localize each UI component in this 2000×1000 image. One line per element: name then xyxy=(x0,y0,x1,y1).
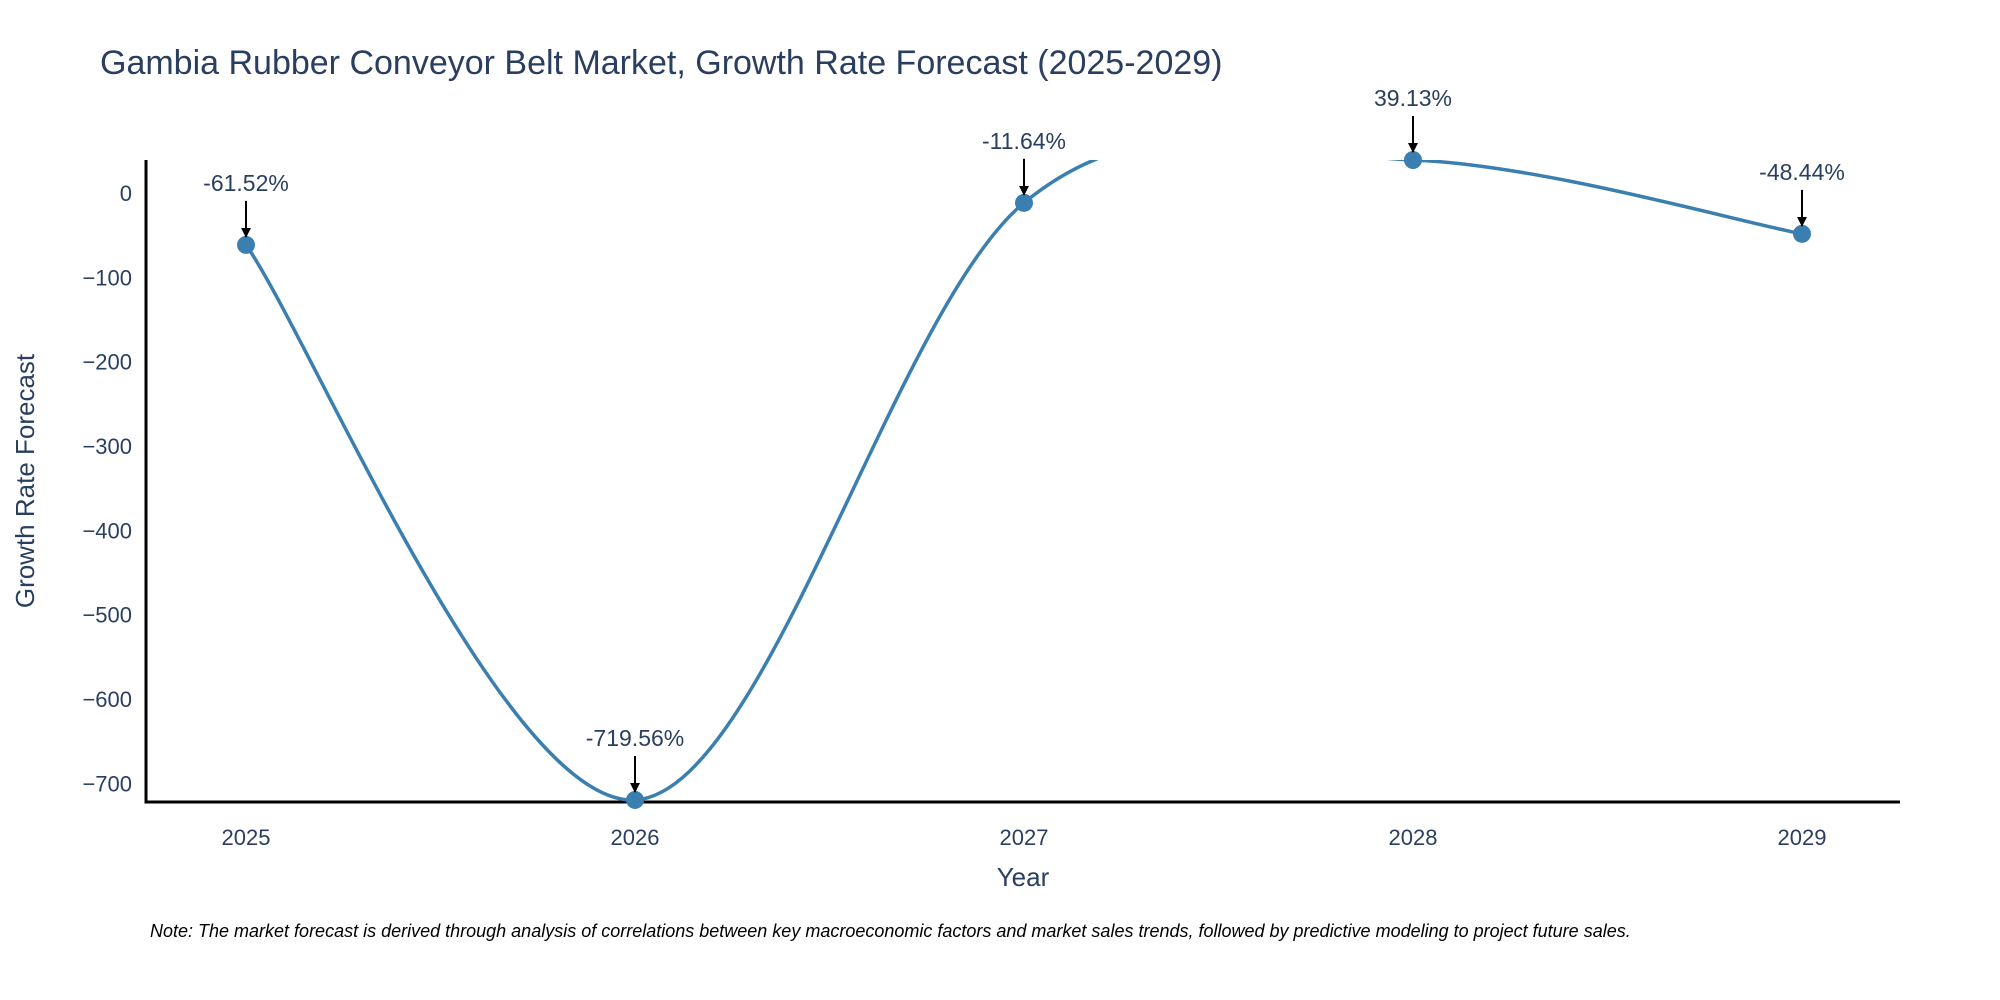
data-label: -11.64% xyxy=(982,128,1066,154)
data-label: -61.52% xyxy=(203,170,289,196)
data-point xyxy=(626,790,644,809)
data-point xyxy=(1404,151,1422,169)
data-point xyxy=(1793,224,1811,243)
y-tick-label: −700 xyxy=(82,771,132,796)
y-tick-label: −600 xyxy=(82,687,132,712)
data-markers xyxy=(237,151,1811,809)
x-tick-label: 2027 xyxy=(1000,825,1049,850)
y-tick-label: −500 xyxy=(82,603,132,628)
y-axis-title: Growth Rate Forecast xyxy=(10,353,40,608)
chart-title: Gambia Rubber Conveyor Belt Market, Grow… xyxy=(100,44,1223,82)
y-tick-label: −400 xyxy=(82,518,132,543)
series-line xyxy=(244,160,1804,802)
data-label: -719.56% xyxy=(586,725,684,751)
data-point xyxy=(237,235,255,254)
axes xyxy=(144,160,1900,804)
x-tick-label: 2025 xyxy=(222,825,271,850)
y-tick-label: −300 xyxy=(82,434,132,459)
tick-labels: 0 −100 −200 −300 −400 −500 −600 −700 2025 2026 202… xyxy=(82,181,1826,850)
y-tick-label: 0 xyxy=(120,181,132,206)
data-label: -48.44% xyxy=(1759,159,1845,185)
data-point xyxy=(1015,193,1033,212)
y-tick-label: −200 xyxy=(82,350,132,375)
x-tick-label: 2026 xyxy=(611,825,660,850)
x-axis-title: Year xyxy=(997,862,1050,892)
x-tick-label: 2028 xyxy=(1389,825,1438,850)
x-tick-label: 2029 xyxy=(1778,825,1827,850)
footnote: Note: The market forecast is derived thr… xyxy=(150,921,1631,941)
data-label: 39.13% xyxy=(1374,85,1452,111)
data-annotations: -61.52% -719.56% -11.64% 39.13% -48.44% xyxy=(203,85,1845,793)
y-tick-label: −100 xyxy=(82,265,132,290)
series-line-group xyxy=(244,160,1804,802)
